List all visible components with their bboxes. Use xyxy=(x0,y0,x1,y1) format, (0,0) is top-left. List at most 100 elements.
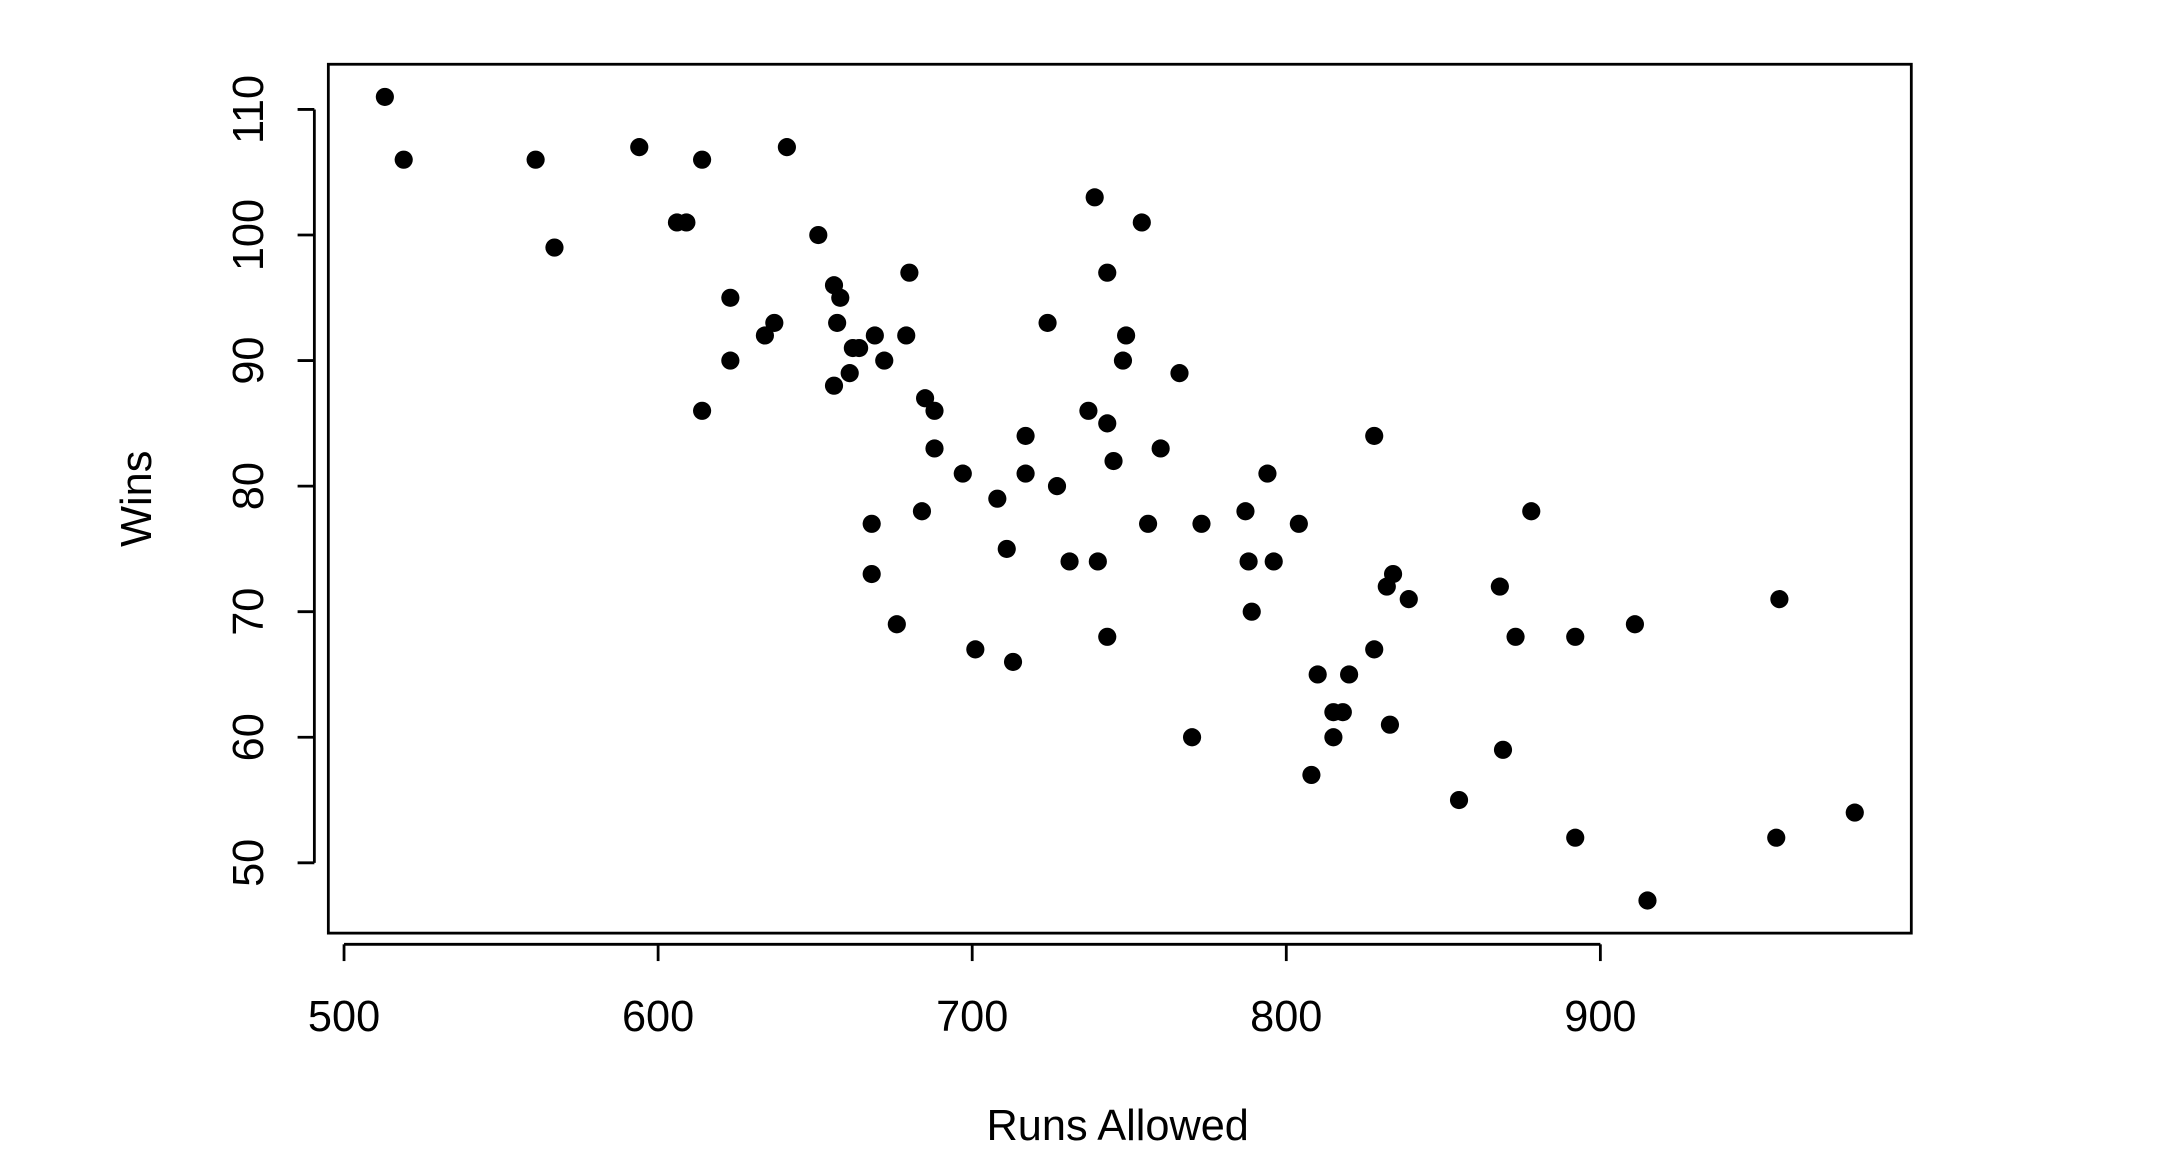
point xyxy=(1380,715,1400,734)
point xyxy=(1085,188,1104,207)
point xyxy=(693,150,712,169)
point xyxy=(1060,552,1079,571)
point xyxy=(1506,627,1525,646)
y-tick-label: 80 xyxy=(225,462,273,510)
point xyxy=(765,313,784,332)
point xyxy=(1151,439,1170,458)
point xyxy=(1340,665,1359,684)
point xyxy=(887,615,906,634)
point xyxy=(1522,502,1541,521)
point xyxy=(862,564,881,584)
point xyxy=(1566,627,1585,646)
point xyxy=(1289,514,1308,533)
point xyxy=(1016,426,1035,445)
point xyxy=(1302,765,1321,785)
point xyxy=(966,640,985,659)
point xyxy=(1308,665,1327,684)
point xyxy=(824,376,844,395)
point xyxy=(916,389,935,408)
point xyxy=(777,138,796,157)
point xyxy=(809,225,828,245)
point xyxy=(1365,640,1384,659)
point xyxy=(1264,552,1283,571)
point xyxy=(1098,263,1117,282)
plot-frame xyxy=(326,62,1913,935)
point xyxy=(1399,590,1418,609)
point xyxy=(1770,590,1789,609)
y-tick-label: 110 xyxy=(225,75,273,144)
point xyxy=(1333,703,1352,722)
point xyxy=(721,351,740,370)
point xyxy=(997,539,1016,558)
point xyxy=(1192,514,1211,533)
point xyxy=(1047,477,1067,496)
point xyxy=(545,238,564,257)
point xyxy=(862,514,881,533)
point xyxy=(1182,728,1202,747)
x-tick-label: 700 xyxy=(936,993,1008,1041)
point xyxy=(925,439,944,458)
point xyxy=(850,338,869,358)
x-axis-label: Runs Allowed xyxy=(987,1102,1249,1150)
point xyxy=(1242,602,1261,621)
point xyxy=(925,401,944,420)
point xyxy=(828,313,847,332)
point xyxy=(1088,552,1107,571)
point xyxy=(1132,213,1151,232)
point xyxy=(1767,828,1786,847)
x-tick-label: 500 xyxy=(308,993,380,1041)
point xyxy=(526,150,545,169)
point xyxy=(840,364,859,383)
point xyxy=(630,138,649,157)
point xyxy=(1845,803,1864,822)
point xyxy=(1104,451,1123,471)
point xyxy=(1258,464,1277,483)
point xyxy=(900,263,919,282)
point xyxy=(1113,351,1133,370)
point xyxy=(1566,828,1585,847)
point xyxy=(1170,364,1189,383)
point xyxy=(1117,326,1136,345)
point xyxy=(1490,577,1509,596)
point xyxy=(1098,627,1117,646)
point xyxy=(953,464,972,483)
point xyxy=(1625,615,1644,634)
point xyxy=(394,150,413,169)
point xyxy=(1079,401,1098,420)
y-tick-label: 60 xyxy=(225,713,273,761)
point xyxy=(875,351,894,370)
y-tick-label: 90 xyxy=(225,336,273,384)
point xyxy=(1016,464,1035,483)
point xyxy=(1139,514,1158,533)
x-tick-label: 900 xyxy=(1564,993,1636,1041)
point xyxy=(693,401,712,420)
point xyxy=(831,288,850,307)
point xyxy=(677,213,696,232)
point xyxy=(1638,891,1657,910)
point xyxy=(912,502,932,521)
point xyxy=(1365,426,1384,445)
y-axis-label: Wins xyxy=(113,451,161,547)
x-tick-label: 800 xyxy=(1250,993,1322,1041)
point xyxy=(988,489,1007,508)
point xyxy=(1236,502,1255,521)
y-tick-label: 100 xyxy=(225,199,273,271)
x-tick-label: 600 xyxy=(622,993,694,1041)
point xyxy=(1324,728,1343,747)
point xyxy=(1449,790,1469,810)
point xyxy=(865,326,884,345)
point xyxy=(897,326,916,345)
point xyxy=(1038,313,1057,332)
y-tick-label: 70 xyxy=(225,588,273,636)
point xyxy=(1383,564,1403,584)
y-tick-label: 50 xyxy=(225,839,273,887)
point xyxy=(1003,652,1023,672)
point xyxy=(1098,414,1117,433)
point xyxy=(755,326,774,345)
point xyxy=(1493,740,1513,759)
point xyxy=(375,87,394,106)
point xyxy=(1239,552,1258,571)
point xyxy=(721,288,740,307)
